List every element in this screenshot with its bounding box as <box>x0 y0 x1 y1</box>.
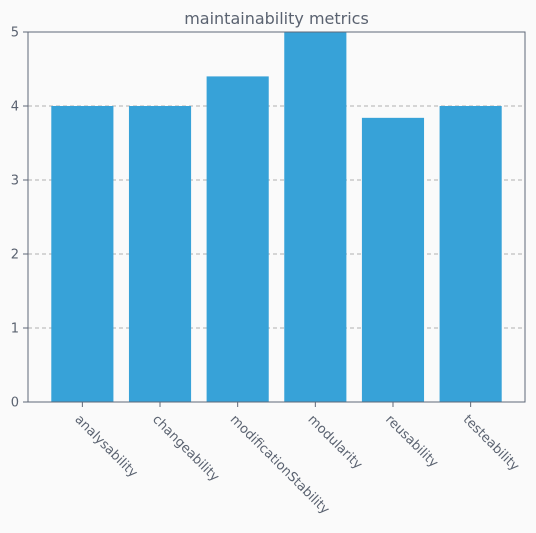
y-tick-label: 3 <box>11 174 19 189</box>
x-tick-label: modularity <box>304 412 365 473</box>
y-tick-label: 5 <box>11 26 19 41</box>
chart-title: maintainability metrics <box>184 9 369 28</box>
bars <box>51 32 502 403</box>
y-tick-label: 2 <box>11 248 19 263</box>
bar-testeability <box>439 106 502 402</box>
x-tick-label: reusability <box>382 412 441 471</box>
y-tick-label: 4 <box>11 100 19 115</box>
x-tick-label: changeability <box>149 412 222 485</box>
bar-changeability <box>128 106 192 402</box>
y-axis: 0 1 2 3 4 5 <box>11 26 28 411</box>
plot-frame <box>27 31 526 403</box>
x-axis: analysability changeability modificationSt… <box>72 402 522 518</box>
x-tick-label: testeability <box>460 412 522 474</box>
x-tick-label: analysability <box>72 412 141 481</box>
bar-analysability <box>51 106 114 402</box>
bar-modificationStability <box>206 76 269 403</box>
bar-modularity <box>284 32 347 402</box>
y-tick-label: 0 <box>11 396 19 411</box>
y-tick-label: 1 <box>11 322 19 337</box>
bar-reusability <box>361 117 425 402</box>
